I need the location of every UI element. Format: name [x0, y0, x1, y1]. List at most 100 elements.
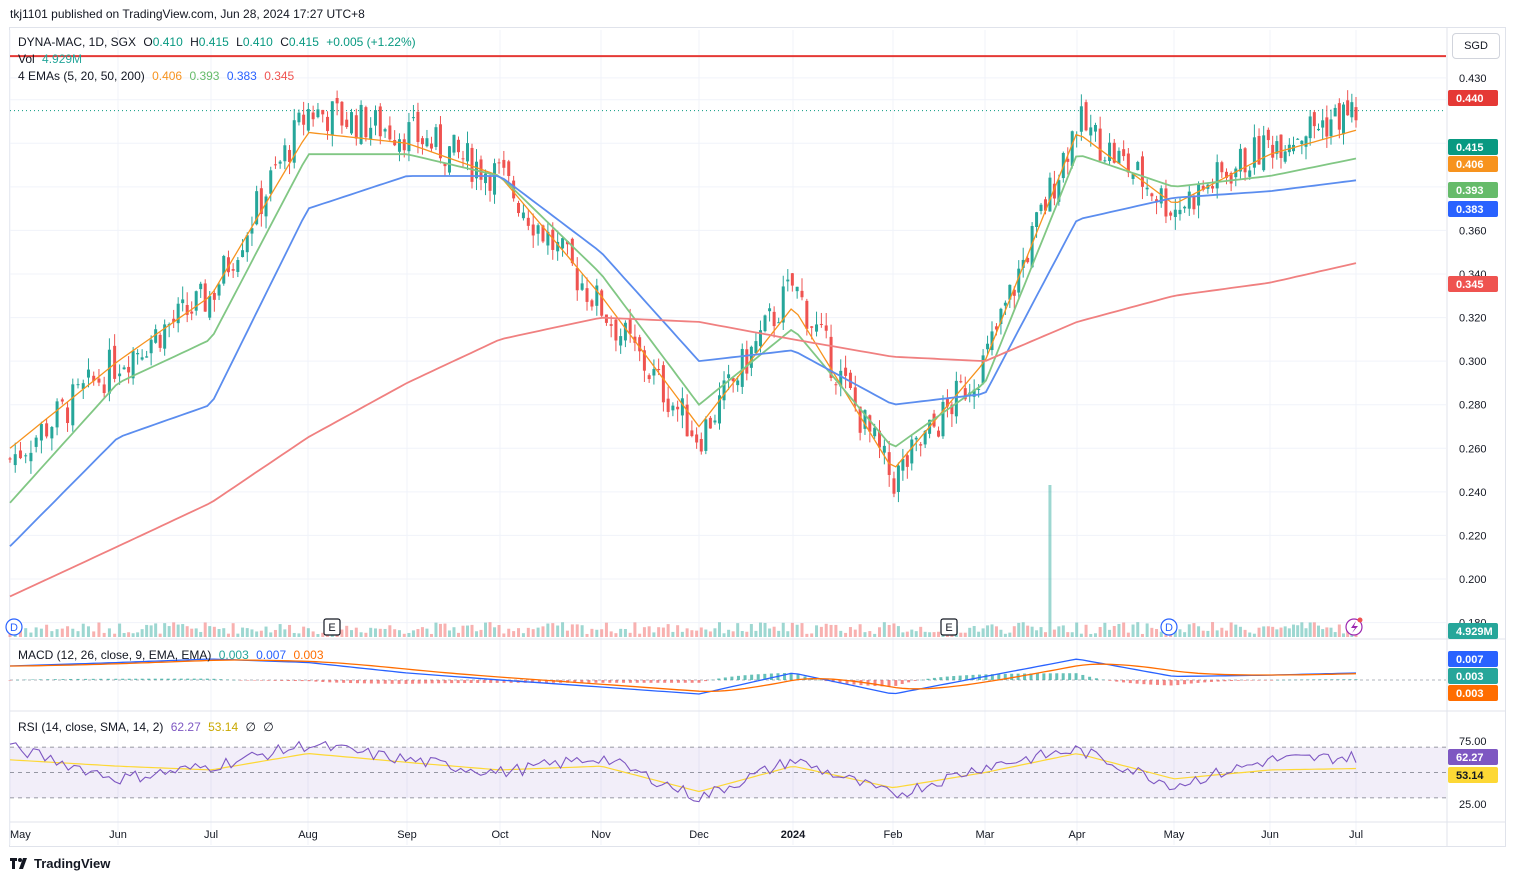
macd-hist-bar [704, 680, 708, 682]
volume-bar [388, 625, 392, 637]
candle-body [306, 109, 310, 131]
volume-bar [1243, 629, 1247, 637]
macd-hist-bar [1115, 680, 1119, 682]
volume-bar [1017, 622, 1021, 637]
volume-bar [443, 623, 447, 637]
legend-vol: 4.929M [42, 52, 83, 66]
candle-body [86, 369, 90, 378]
macd-hist-bar [656, 680, 660, 683]
volume-bar [795, 624, 799, 637]
candle-body [199, 283, 203, 290]
volume-bar [185, 626, 189, 637]
candle-body [102, 384, 106, 394]
volume-bar [546, 623, 550, 637]
volume-bar [484, 622, 488, 637]
macd-hist-bar [615, 680, 619, 683]
volume-bar [580, 625, 584, 637]
candle-body [452, 134, 456, 153]
legend-close-label: C [280, 35, 289, 49]
candle-body [154, 329, 158, 343]
macd-hist-bar [476, 680, 480, 683]
macd-hist-bar [106, 678, 110, 680]
volume-bar [1145, 623, 1149, 637]
macd-hist-bar [1282, 679, 1286, 681]
candle-body [461, 158, 465, 160]
macd-hist-bar [127, 678, 131, 680]
volume-bar [695, 630, 699, 637]
volume-bar [502, 633, 506, 637]
candle-body [340, 101, 344, 126]
ema200-price-label-bg [1448, 276, 1498, 292]
rsi-band [10, 747, 1446, 798]
macd-hist-bar [121, 678, 125, 680]
candle-body [1248, 170, 1252, 177]
candle-body [393, 140, 397, 146]
candle-body [772, 311, 776, 327]
macd-hist-bar [1263, 680, 1267, 681]
candle-body [575, 268, 579, 291]
volume-bar [359, 632, 363, 637]
price-tick-label: 0.260 [1459, 443, 1487, 455]
macd-hist-bar [530, 680, 534, 683]
macd-hist-bar [1128, 680, 1132, 684]
candle-body [937, 430, 941, 437]
candle-body [190, 311, 194, 314]
macd-hist-bar [887, 680, 891, 687]
volume-bar [1317, 625, 1321, 637]
volume-bar [1093, 633, 1097, 637]
macd-layer [8, 658, 1446, 695]
macd-hist-label-bg [1448, 668, 1498, 684]
macd-hist-bar [945, 676, 949, 680]
macd-hist-bar [140, 678, 144, 680]
volume-bar [768, 628, 772, 637]
candle-body [39, 423, 43, 441]
volume-bar [416, 629, 420, 637]
candle-body [194, 291, 198, 311]
candle-body [786, 279, 790, 282]
volume-bar [1279, 627, 1283, 637]
volume-bar [60, 628, 64, 637]
volume-bar [397, 630, 401, 637]
candle-body [447, 146, 451, 173]
candle-body [1350, 102, 1354, 118]
candle-body [754, 341, 758, 353]
candle-body [140, 357, 144, 360]
macd-hist-bar [1023, 673, 1027, 680]
candle-body [354, 115, 358, 139]
volume-bar [1229, 622, 1233, 637]
macd-hist-bar [587, 680, 591, 683]
candle-body [45, 423, 49, 437]
volume-bar [1043, 632, 1047, 637]
volume-bar [181, 624, 185, 637]
candle-body [1150, 193, 1154, 197]
candle-body [676, 406, 680, 410]
volume-bar [1117, 623, 1121, 637]
macd-signal-label-text: 0.003 [1456, 688, 1484, 700]
axis-layer: DEED0.4300.4200.4000.3800.3600.3400.3200… [5, 73, 1487, 841]
macd-hist-bar [594, 680, 598, 683]
candle-body [986, 343, 990, 350]
candle-body [488, 175, 492, 191]
macd-hist-bar [1336, 679, 1340, 680]
footer-brand[interactable]: TradingView [10, 856, 110, 871]
macd-hist-bar [743, 675, 747, 680]
currency-button[interactable]: SGD [1452, 33, 1500, 59]
macd-hist-bar [1294, 679, 1298, 681]
macd-hist-bar [46, 679, 50, 680]
macd-hist-bar [803, 676, 807, 680]
volume-bar [194, 628, 198, 637]
volume-bar [1048, 485, 1052, 637]
volume-bar [1211, 622, 1215, 637]
macd-hist-bar [1330, 679, 1334, 680]
candle-body [905, 455, 909, 467]
candle-body [844, 367, 848, 376]
candle-body [671, 405, 675, 411]
macd-hist-bar [1010, 673, 1014, 680]
macd-hist-bar [417, 680, 421, 684]
candle-body [1126, 153, 1130, 173]
macd-hist-bar [1196, 680, 1200, 683]
macd-hist-bar [900, 680, 904, 684]
volume-bar [158, 633, 162, 637]
legend-macd: MACD (12, 26, close, 9, EMA, EMA) 0.003 … [18, 648, 328, 662]
